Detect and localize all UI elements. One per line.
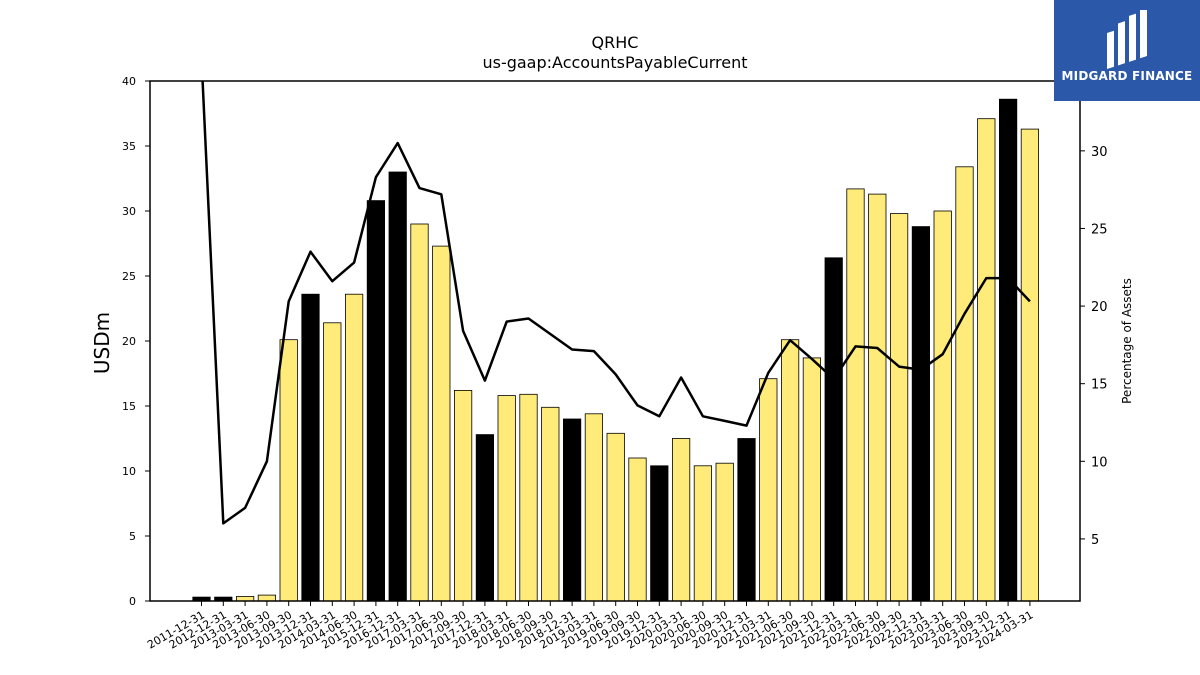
logo-text: MIDGARD FINANCE — [1061, 69, 1193, 83]
chart-subtitle: us-gaap:AccountsPayableCurrent — [482, 53, 747, 72]
percentage-of-assets-line — [201, 81, 1031, 525]
bar-2020-12-31 — [737, 438, 756, 602]
bar-2022-06-30 — [868, 193, 887, 602]
bar-2018-09-30 — [541, 406, 560, 602]
bar-2019-12-31 — [650, 465, 669, 602]
bar-2023-09-30 — [977, 118, 996, 602]
bar-2022-03-31 — [846, 188, 865, 602]
bar-2018-06-30 — [519, 393, 538, 602]
bar-2013-09-30 — [279, 339, 298, 602]
bar-2022-12-31 — [911, 226, 931, 602]
y-tick-label: 5 — [129, 530, 136, 543]
y-tick-label: 10 — [122, 465, 136, 478]
bar-2019-06-30 — [606, 432, 625, 602]
bar-2016-12-31 — [388, 171, 407, 602]
midgard-finance-logo: MIDGARD FINANCE — [1054, 0, 1200, 101]
y2-axis-label: Percentage of Assets — [1120, 278, 1134, 404]
y2-tick-label: 5 — [1091, 533, 1099, 548]
bar-2020-09-30 — [715, 462, 734, 602]
bar-2017-09-30 — [453, 389, 473, 602]
bar-2024-03-31 — [1020, 128, 1040, 602]
y-tick-label: 35 — [122, 140, 136, 153]
bar-2021-09-30 — [802, 357, 822, 602]
y-tick-label: 30 — [122, 205, 136, 218]
bar-2021-03-31 — [759, 378, 778, 602]
bar-2020-03-31 — [672, 438, 691, 602]
bar-2018-12-31 — [563, 418, 582, 602]
bar-2019-03-31 — [584, 413, 604, 602]
y-tick-label: 40 — [122, 75, 136, 88]
bar-2019-09-30 — [628, 457, 647, 602]
bar-2014-03-31 — [323, 322, 342, 602]
bar-2021-06-30 — [781, 339, 800, 602]
bar-2023-06-30 — [955, 166, 974, 602]
y-tick-label: 15 — [122, 400, 136, 413]
bar-2022-09-30 — [890, 213, 909, 602]
y-tick-label: 0 — [129, 595, 136, 608]
y2-tick-label: 20 — [1091, 300, 1108, 315]
bar-2013-12-31 — [301, 293, 320, 602]
bar-2015-12-31 — [366, 200, 386, 602]
bar-2021-12-31 — [824, 257, 843, 602]
y2-tick-label: 15 — [1091, 378, 1108, 393]
bar-2014-06-30 — [344, 293, 364, 602]
y2-tick-label: 30 — [1091, 145, 1108, 160]
bar-2013-06-30 — [257, 594, 277, 602]
y-tick-label: 20 — [122, 335, 136, 348]
y2-tick-label: 10 — [1091, 455, 1108, 470]
bar-2018-03-31 — [497, 395, 516, 602]
bar-2017-12-31 — [475, 434, 495, 602]
y-axis-label: USDm — [90, 312, 114, 374]
bar-2017-03-31 — [410, 223, 429, 602]
bar-group — [192, 98, 1040, 602]
chart-title: QRHC — [592, 33, 639, 52]
axes: 0510152025303540510152025302011-12-31201… — [122, 75, 1108, 652]
bar-2023-03-31 — [933, 210, 952, 602]
line-group — [201, 81, 1031, 525]
midgard-logo-icon — [1107, 10, 1147, 70]
bar-2023-12-31 — [999, 98, 1018, 602]
y-tick-label: 25 — [122, 270, 136, 283]
bar-2017-06-30 — [432, 245, 451, 602]
y2-tick-label: 25 — [1091, 222, 1108, 237]
bar-2020-06-30 — [693, 465, 713, 602]
